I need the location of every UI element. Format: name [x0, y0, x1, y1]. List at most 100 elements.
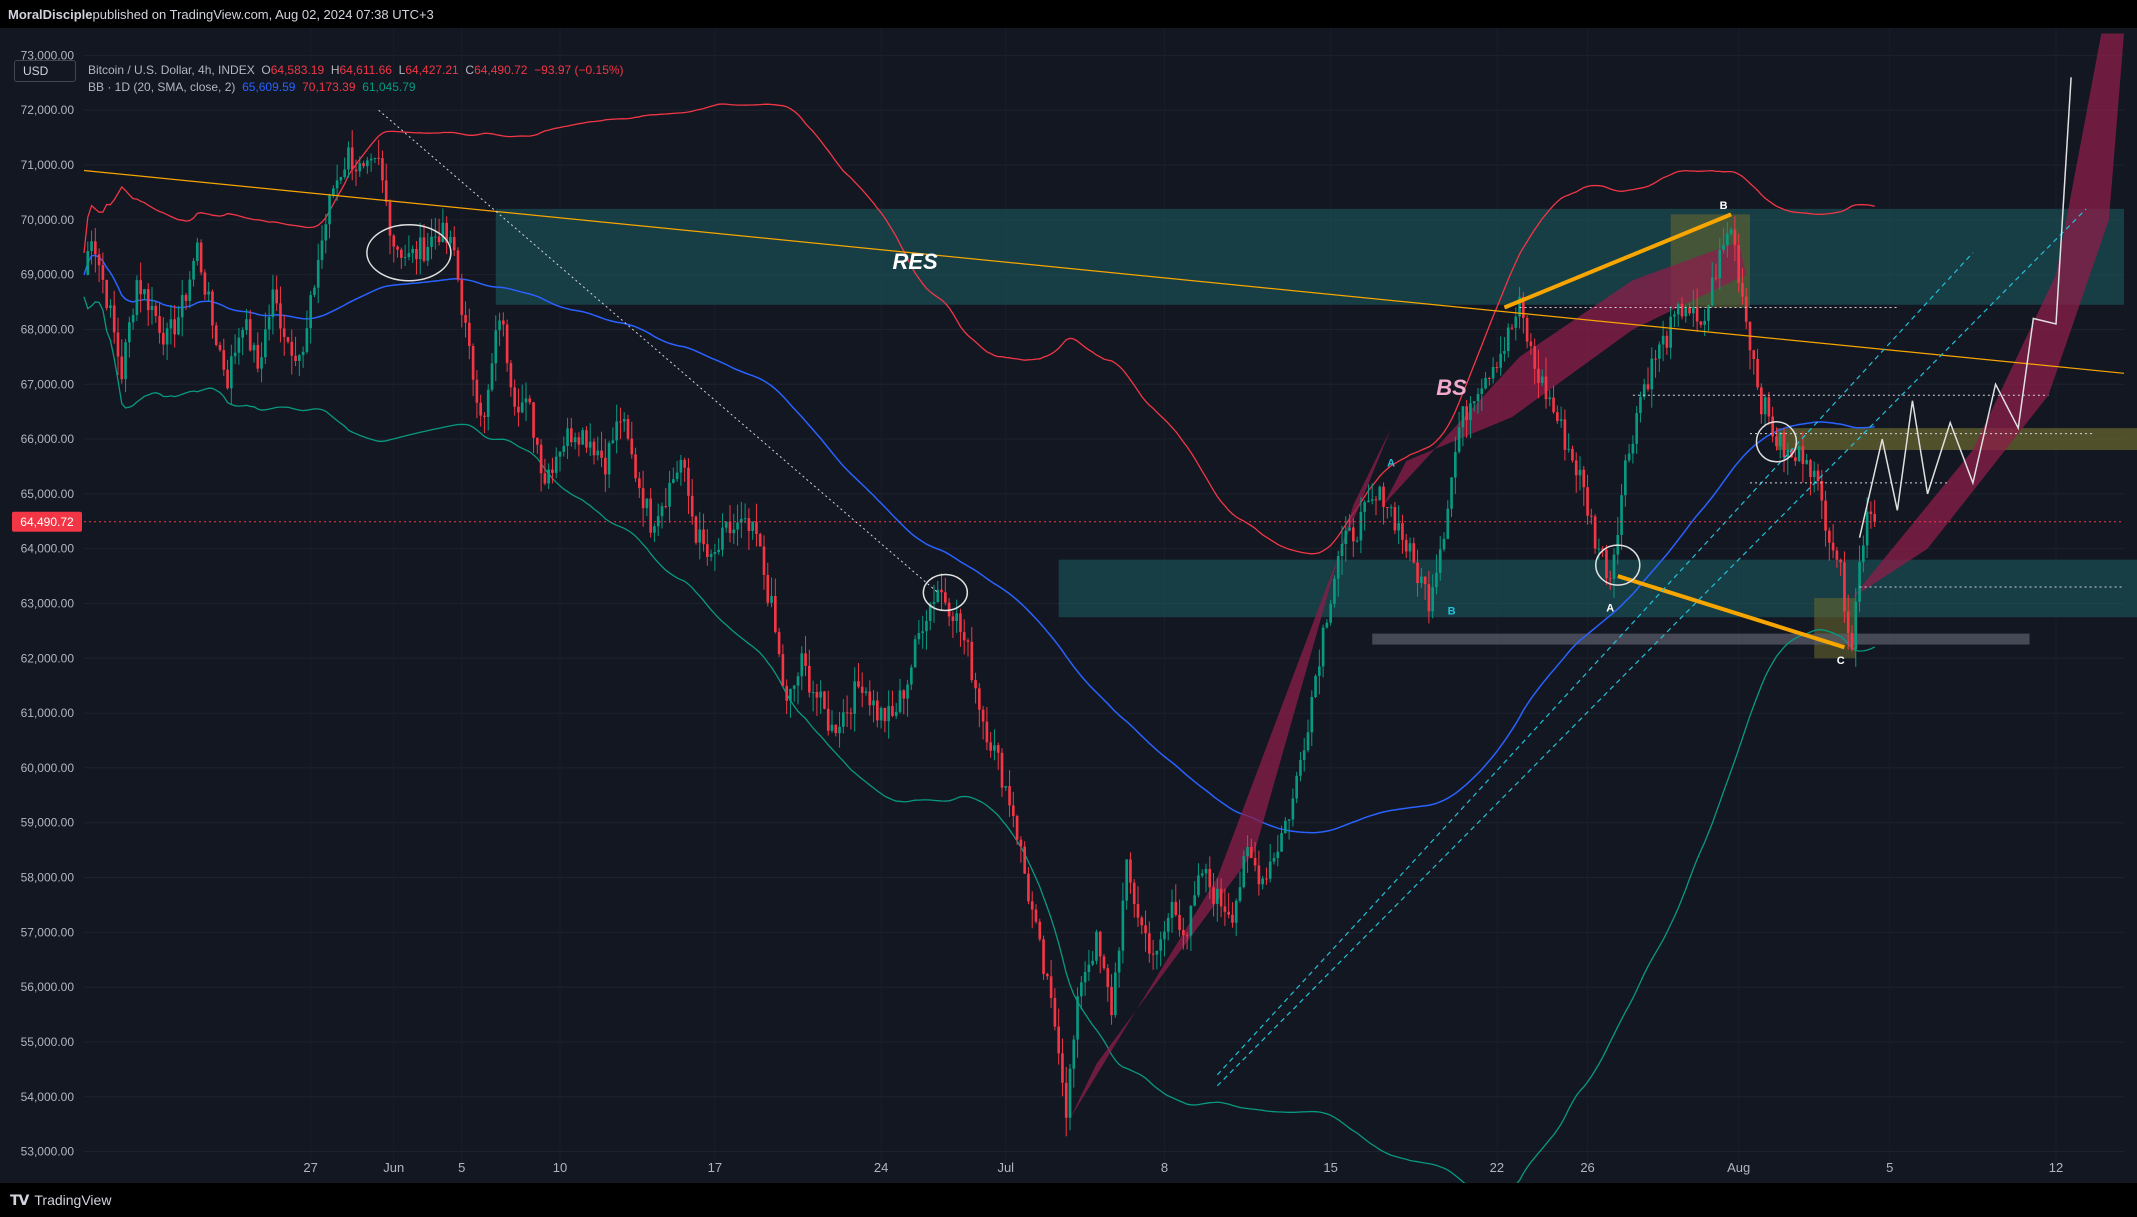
- candle-body: [116, 332, 120, 357]
- candle-body: [97, 254, 101, 266]
- candle-body: [1593, 516, 1597, 549]
- candle-body: [1378, 486, 1382, 501]
- candle-body: [1386, 507, 1389, 509]
- candle-body: [1314, 675, 1317, 698]
- time-tick-label: Jul: [997, 1160, 1014, 1175]
- candle-body: [1797, 446, 1801, 462]
- candle-body: [566, 428, 569, 447]
- price-tick-label: 56,000.00: [21, 980, 75, 994]
- candle-body: [1673, 314, 1676, 317]
- candle-body: [709, 553, 713, 557]
- candle-body: [592, 441, 596, 456]
- candle-body: [702, 529, 705, 545]
- candle-body: [384, 180, 388, 202]
- candle-body: [581, 430, 584, 445]
- candle-body: [196, 242, 199, 261]
- candle-body: [1265, 878, 1268, 880]
- candle-body: [226, 369, 229, 389]
- zones: [495, 208, 2137, 659]
- price-axis: 73,000.00 72,000.00 71,000.00 70,000.00 69,0…: [12, 48, 82, 1159]
- candle-body: [604, 457, 607, 475]
- candle-body: [456, 250, 460, 280]
- wave-b-top-label: B: [1720, 200, 1728, 212]
- time-tick-label: 5: [1886, 1160, 1893, 1175]
- candle-body: [1223, 906, 1227, 912]
- candle-body: [1061, 1053, 1064, 1083]
- candle-body: [551, 469, 554, 473]
- candle-body: [396, 246, 399, 250]
- candle-body: [1144, 925, 1147, 934]
- candle-body: [468, 322, 471, 346]
- candle-body: [1435, 572, 1438, 588]
- candle-body: [282, 328, 286, 338]
- candle-body: [143, 289, 146, 295]
- candle-body: [1469, 403, 1472, 421]
- candle-body: [706, 544, 709, 557]
- candle-body: [498, 320, 501, 331]
- candle-body: [1155, 950, 1159, 955]
- candle-body: [664, 506, 668, 508]
- publisher-name[interactable]: MoralDisciple: [8, 6, 93, 22]
- candle-body: [203, 272, 207, 295]
- candle-body: [1582, 469, 1586, 488]
- candle-body: [1121, 900, 1125, 951]
- candle-body: [1276, 851, 1280, 859]
- candle-body: [381, 158, 384, 181]
- footer-brand[interactable]: TradingView: [34, 1192, 112, 1208]
- candle-body: [309, 295, 312, 329]
- candle-body: [962, 632, 966, 641]
- candle-body: [622, 419, 626, 422]
- candle-body: [1053, 998, 1057, 1027]
- candle-body: [770, 596, 773, 603]
- candle-body: [1775, 436, 1778, 447]
- time-tick-label: 10: [553, 1160, 567, 1175]
- candle-body: [279, 303, 282, 329]
- wave-a-left-label: A: [1387, 457, 1395, 469]
- legend-symbol[interactable]: Bitcoin / U.S. Dollar, 4h, INDEX: [88, 63, 255, 77]
- candle-body: [1367, 500, 1370, 503]
- candle-body: [1586, 487, 1589, 516]
- candle-body: [1170, 901, 1174, 918]
- candle-body: [1087, 964, 1091, 972]
- price-tick-label: 55,000.00: [21, 1035, 75, 1049]
- candle-body: [558, 451, 562, 457]
- candle-body: [898, 690, 902, 712]
- candle-body: [452, 237, 456, 251]
- currency-button[interactable]: USD: [14, 60, 76, 82]
- tradingview-logo-icon[interactable]: 𝗧𝗩: [10, 1191, 29, 1208]
- candle-body: [1729, 229, 1733, 234]
- wave-c-bottom-label: C: [1837, 655, 1845, 667]
- candle-body: [1291, 798, 1295, 820]
- candle-body: [437, 236, 441, 243]
- candle-body: [921, 631, 924, 634]
- candle-body: [373, 157, 377, 159]
- candle-body: [887, 706, 890, 722]
- legend-bb-label[interactable]: BB · 1D (20, SMA, close, 2): [88, 80, 236, 94]
- candle-body: [1287, 819, 1291, 821]
- candle-body: [1726, 233, 1729, 246]
- price-chart[interactable]: RES BS B A B A C 73,000.00 72,000.00 71,000.00 70…: [0, 28, 2137, 1197]
- candle-body: [570, 428, 573, 443]
- candle-body: [1019, 839, 1023, 847]
- candle-body: [1363, 502, 1366, 512]
- candle-body: [1008, 786, 1011, 806]
- bb-lower-line: [83, 296, 1875, 1197]
- candle-body: [1744, 296, 1748, 322]
- orange-ab-line: [1503, 212, 1732, 310]
- candle-body: [1420, 576, 1423, 584]
- candle-body: [600, 450, 603, 458]
- candle-body: [1234, 900, 1238, 923]
- candle-body: [1661, 335, 1665, 345]
- candle-body: [573, 437, 577, 443]
- candle-body: [1397, 523, 1400, 531]
- chart-pane[interactable]: RES BS B A B A C 73,000.00 72,000.00 71,000.00 70…: [0, 28, 2137, 1197]
- candle-body: [264, 329, 267, 358]
- candle-body: [294, 355, 297, 362]
- candle-body: [1665, 335, 1669, 348]
- candle-body: [959, 613, 962, 633]
- candle-body: [494, 330, 498, 364]
- candle-body: [460, 279, 464, 316]
- price-tick-label: 69,000.00: [21, 268, 75, 282]
- price-tick-label: 64,000.00: [21, 542, 75, 556]
- candle-body: [1325, 622, 1329, 628]
